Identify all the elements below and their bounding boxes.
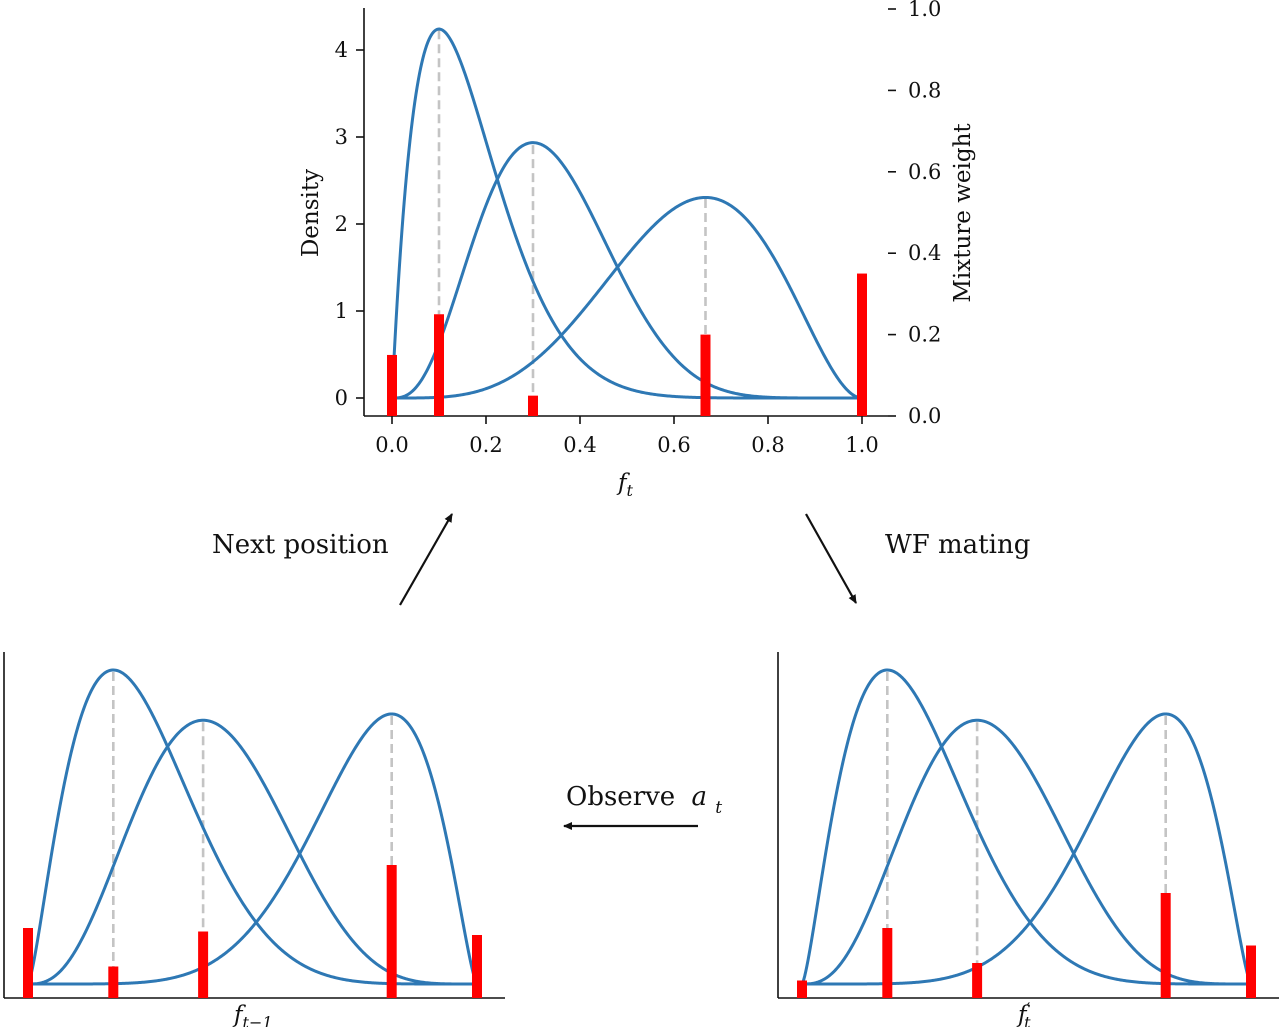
bottom-density-curve (27, 668, 477, 986)
observe-variable: a (691, 782, 707, 812)
top-weight-bar (528, 395, 538, 416)
top-y-tick-label: 1 (335, 299, 348, 323)
top-y2-tick-label: 1.0 (908, 0, 941, 21)
bottom-weight-bar (972, 963, 983, 998)
bottom-weight-bar (1160, 893, 1171, 998)
top-density-curve (390, 27, 862, 400)
top-y-tick-label: 2 (335, 212, 348, 236)
top-y2-tick-label: 0.0 (908, 404, 941, 428)
top-x-tick-label: 0.8 (751, 433, 784, 457)
bottom-right-density-chart (777, 652, 1279, 999)
bottom-density-curve (802, 718, 1251, 986)
bottom-weight-bar (198, 931, 209, 998)
bottom-left-x-axis-label: ft−1 (232, 1002, 273, 1027)
top-x-axis-label: ft (616, 470, 634, 500)
bottom-density-curve (28, 718, 477, 986)
top-y-tick-label: 4 (335, 38, 348, 62)
bottom-density-curve (802, 712, 1252, 986)
top-y-tick-label: 0 (335, 386, 348, 410)
wf-mating-label: WF mating (885, 530, 1030, 560)
top-y2-tick-label: 0.6 (908, 160, 941, 184)
bottom-left-density-chart (3, 652, 505, 999)
bottom-weight-bar (108, 966, 119, 998)
top-x-tick-label: 0.2 (469, 433, 502, 457)
top-density-curve (392, 195, 862, 400)
bottom-weight-bar (882, 928, 893, 998)
observe-label: Observe a t (566, 782, 722, 818)
bottom-weight-bar (1246, 945, 1256, 998)
top-weight-bar (700, 334, 711, 416)
top-weight-bar (857, 273, 867, 416)
observe-prefix: Observe (566, 782, 675, 812)
bottom-weight-bar (797, 980, 807, 998)
wf-mating-arrow (805, 513, 857, 604)
top-density-chart: 0.0 0.2 0.4 0.6 0.8 1.0 0 1 2 3 4 0.0 0.2 0.4 0.6 0.8 1.… (335, 0, 942, 457)
top-y2-axis-label: Mixture weight (950, 123, 976, 303)
top-density-curve (392, 141, 862, 400)
bottom-right-x-axis-label: f′ t (1016, 999, 1031, 1027)
bottom-weight-bar (23, 928, 33, 998)
top-weight-bar (387, 354, 397, 416)
top-y2-tick-label: 0.4 (908, 241, 941, 265)
top-x-tick-label: 0.4 (563, 433, 596, 457)
top-weight-bar (434, 314, 444, 416)
top-y2-tick-label: 0.8 (908, 78, 941, 102)
bottom-density-curve (801, 668, 1251, 986)
bottom-weight-bar (472, 935, 482, 998)
top-y-axis-label: Density (298, 169, 324, 257)
top-y-tick-label: 3 (335, 125, 348, 149)
next-position-label: Next position (212, 530, 389, 560)
bottom-density-curve (28, 712, 478, 986)
top-x-tick-label: 0.6 (657, 433, 690, 457)
next-position-arrow (399, 513, 453, 606)
bottom-weight-bar (386, 865, 397, 998)
observe-subscript: t (715, 798, 722, 818)
top-x-tick-label: 0.0 (375, 433, 408, 457)
top-y2-tick-label: 0.2 (908, 323, 941, 347)
top-x-tick-label: 1.0 (845, 433, 878, 457)
